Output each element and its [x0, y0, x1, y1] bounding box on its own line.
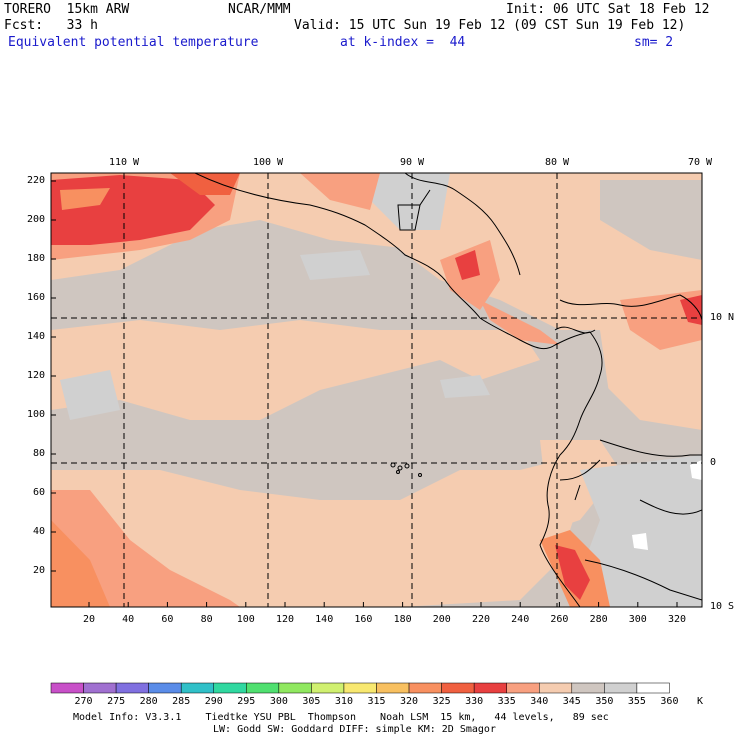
colorbar-value: 335 [497, 696, 516, 707]
grid-column-label: 320 [667, 614, 687, 625]
colorbar-swatch [604, 682, 638, 694]
organization-label: NCAR/MMM [228, 2, 291, 17]
colorbar-swatch [278, 682, 312, 694]
colorbar-swatch [246, 682, 280, 694]
level-label: at k-index = 44 [340, 35, 466, 50]
colorbar-value: 285 [172, 696, 191, 707]
physics-info: LW: Godd SW: Goddard DIFF: simple KM: 2D… [213, 724, 496, 735]
colorbar-value: 350 [595, 696, 614, 707]
grid-row-label: 80 [32, 448, 45, 459]
bottom-tick-marks [88, 602, 678, 607]
theta-e-field [51, 173, 702, 607]
grid-column-label: 60 [161, 614, 174, 625]
map-frame [50, 172, 703, 608]
forecast-hour: Fcst: 33 h [4, 18, 98, 33]
galapagos-islands [390, 462, 422, 477]
colorbar-swatch [408, 682, 442, 694]
colorbar-value: 300 [269, 696, 288, 707]
colorbar-value: 305 [302, 696, 321, 707]
smoothing-label: sm= 2 [634, 35, 674, 50]
field-name: Equivalent potential temperature [8, 35, 259, 50]
grid-row-label: 100 [26, 409, 45, 420]
colorbar-swatch [376, 682, 410, 694]
valid-time: Valid: 15 UTC Sun 19 Feb 12 (09 CST Sun … [294, 18, 686, 33]
colorbar-swatch [311, 682, 345, 694]
colorbar-value: 340 [530, 696, 549, 707]
colorbar-value: 290 [204, 696, 223, 707]
colorbar-value: 315 [367, 696, 386, 707]
colorbar-swatch [636, 682, 670, 694]
colorbar-swatch [83, 682, 117, 694]
grid-row-label: 200 [26, 214, 45, 225]
colorbar-swatch [441, 682, 475, 694]
grid-column-label: 260 [550, 614, 569, 625]
longitude-label: 70 W [687, 157, 713, 168]
coastlines [194, 173, 702, 607]
model-info: Model Info: V3.3.1 Tiedtke YSU PBL Thomp… [73, 712, 609, 723]
left-tick-marks [51, 180, 56, 572]
grid-row-label: 120 [26, 370, 45, 381]
grid-column-label: 200 [432, 614, 451, 625]
colorbar-value: 310 [334, 696, 353, 707]
colorbar-swatch [473, 682, 507, 694]
colorbar-swatch [343, 682, 377, 694]
colorbar-unit: K [696, 696, 704, 707]
grid-column-label: 160 [354, 614, 373, 625]
init-time: Init: 06 UTC Sat 18 Feb 12 [506, 2, 710, 17]
grid-column-label: 180 [393, 614, 412, 625]
colorbar-value: 330 [465, 696, 484, 707]
longitude-label: 110 W [108, 157, 140, 168]
colorbar-value: 295 [237, 696, 256, 707]
grid-column-label: 300 [628, 614, 647, 625]
colorbar-swatch [506, 682, 540, 694]
colorbar-value: 345 [562, 696, 581, 707]
grid-column-label: 280 [589, 614, 608, 625]
colorbar-value: 325 [432, 696, 451, 707]
grid-column-label: 240 [511, 614, 530, 625]
colorbar-swatch [539, 682, 573, 694]
colorbar-value: 360 [660, 696, 679, 707]
colorbar-swatch [571, 682, 605, 694]
colorbar-swatch [148, 682, 182, 694]
longitude-label: 100 W [252, 157, 284, 168]
grid-column-label: 140 [315, 614, 334, 625]
grid-row-label: 180 [26, 253, 45, 264]
colorbar-value: 275 [107, 696, 126, 707]
grid-row-label: 140 [26, 331, 45, 342]
grid-row-label: 60 [32, 487, 45, 498]
grid-column-label: 20 [82, 614, 96, 625]
colorbar-value: 270 [74, 696, 93, 707]
grid-column-label: 100 [236, 614, 255, 625]
grid-row-label: 220 [26, 175, 45, 186]
grid-row-label: 20 [32, 565, 45, 576]
latitude-label: 0 [710, 457, 717, 468]
lat-lon-grid [51, 173, 702, 607]
colorbar-swatch [213, 682, 247, 694]
grid-column-label: 120 [275, 614, 295, 625]
longitude-label: 80 W [544, 157, 570, 168]
grid-row-label: 40 [32, 526, 45, 537]
colorbar-swatch [115, 682, 149, 694]
grid-column-label: 80 [200, 614, 213, 625]
colorbar-value: 355 [627, 696, 646, 707]
colorbar-value: 280 [139, 696, 158, 707]
colorbar-swatch [180, 682, 214, 694]
colorbar [50, 682, 670, 694]
grid-column-label: 40 [122, 614, 135, 625]
longitude-label: 90 W [399, 157, 425, 168]
latitude-label: 10 S [710, 601, 735, 612]
model-title: TORERO 15km ARW [4, 2, 130, 17]
grid-row-label: 160 [26, 292, 45, 303]
colorbar-swatch [50, 682, 84, 694]
colorbar-value: 320 [400, 696, 419, 707]
grid-column-label: 220 [471, 614, 491, 625]
latitude-label: 10 N [710, 312, 735, 323]
